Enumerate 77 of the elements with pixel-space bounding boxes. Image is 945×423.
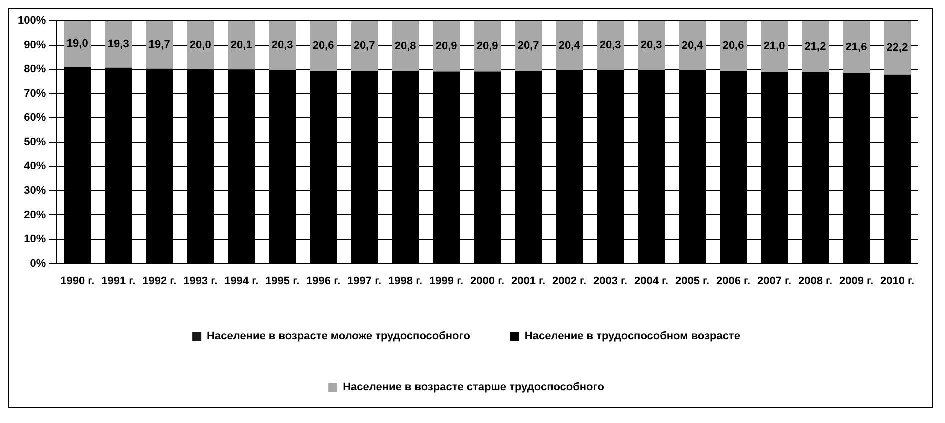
bar bbox=[433, 21, 460, 72]
data-label: 20,6 bbox=[312, 40, 334, 52]
bar bbox=[760, 21, 788, 72]
bar bbox=[556, 21, 584, 71]
data-label: 22,2 bbox=[886, 42, 908, 54]
x-tick-label: 1991 г. bbox=[102, 275, 136, 288]
bar bbox=[679, 21, 706, 71]
legend-label: Население в возрасте старше трудоспособного bbox=[343, 382, 605, 394]
bar bbox=[842, 21, 870, 74]
x-tick-label: 2003 г. bbox=[594, 275, 628, 288]
bar bbox=[351, 21, 378, 72]
x-tick-label: 2005 г. bbox=[675, 275, 710, 288]
x-tick-label: 1996 г. bbox=[306, 275, 341, 288]
bar bbox=[392, 21, 420, 72]
bar bbox=[515, 21, 542, 72]
data-label: 21,2 bbox=[804, 40, 826, 53]
y-tick-label: 0% bbox=[30, 258, 46, 270]
data-label: 20,3 bbox=[600, 40, 622, 52]
x-tick-label: 2004 г. bbox=[634, 275, 669, 288]
bar bbox=[884, 21, 912, 75]
x-tick-label: 1992 г. bbox=[142, 275, 177, 288]
bar bbox=[105, 21, 132, 68]
data-label: 20,9 bbox=[476, 40, 498, 52]
legend-label: Население в трудоспособном возрасте bbox=[524, 330, 740, 343]
x-tick-label: 1995 г. bbox=[266, 275, 300, 288]
bar bbox=[720, 21, 748, 72]
x-tick-label: 2002 г. bbox=[552, 275, 587, 288]
data-label: 19,3 bbox=[108, 38, 130, 50]
bar bbox=[310, 21, 338, 72]
bar bbox=[638, 21, 666, 70]
x-tick-label: 1997 г. bbox=[348, 275, 382, 288]
x-tick-label: 1993 г. bbox=[184, 275, 218, 288]
x-tick-label: 1990 г. bbox=[60, 275, 95, 288]
bar bbox=[269, 21, 296, 70]
data-label: 20,4 bbox=[558, 40, 582, 52]
data-label: 20,3 bbox=[272, 40, 294, 52]
y-tick-label: 20% bbox=[24, 209, 46, 222]
bar bbox=[187, 21, 214, 70]
x-tick-label: 2007 г. bbox=[757, 275, 792, 288]
x-tick-label: 2001 г. bbox=[512, 275, 546, 288]
data-label: 20,6 bbox=[722, 40, 744, 52]
bar bbox=[64, 21, 92, 68]
x-tick-label: 2006 г. bbox=[716, 275, 751, 288]
x-tick-label: 2000 г. bbox=[470, 275, 505, 288]
bar bbox=[597, 21, 624, 70]
y-tick-label: 100% bbox=[18, 15, 46, 28]
data-label: 19,0 bbox=[66, 38, 88, 50]
y-tick-label: 80% bbox=[24, 64, 46, 76]
y-tick-label: 30% bbox=[24, 184, 46, 197]
y-tick-label: 60% bbox=[24, 112, 46, 124]
y-tick-label: 40% bbox=[24, 160, 46, 173]
data-label: 20,9 bbox=[436, 40, 458, 52]
y-tick-label: 70% bbox=[24, 88, 46, 100]
y-tick-label: 50% bbox=[24, 136, 46, 148]
data-label: 20,4 bbox=[682, 40, 704, 52]
x-tick-label: 1994 г. bbox=[224, 275, 259, 288]
data-label: 21,0 bbox=[764, 40, 786, 53]
data-label: 20,7 bbox=[354, 40, 376, 52]
x-tick-label: 1998 г. bbox=[388, 275, 423, 288]
data-label: 20,0 bbox=[190, 39, 212, 52]
data-label: 21,6 bbox=[846, 41, 868, 54]
bar bbox=[474, 21, 502, 72]
data-label: 20,8 bbox=[394, 40, 416, 52]
x-tick-label: 2009 г. bbox=[839, 275, 874, 288]
data-label: 20,7 bbox=[518, 40, 540, 52]
x-tick-label: 1999 г. bbox=[430, 275, 464, 288]
bar bbox=[228, 21, 256, 70]
legend-label: Население в возрасте моложе трудоспособного bbox=[207, 330, 471, 343]
y-tick-label: 10% bbox=[24, 234, 46, 246]
data-label: 20,1 bbox=[230, 39, 252, 52]
bar bbox=[146, 21, 174, 69]
y-tick-label: 90% bbox=[24, 39, 46, 52]
data-label: 19,7 bbox=[148, 38, 170, 51]
bar bbox=[802, 21, 830, 72]
data-label: 20,3 bbox=[640, 40, 662, 52]
x-tick-label: 2008 г. bbox=[798, 275, 833, 288]
x-tick-label: 2010 г. bbox=[880, 275, 915, 288]
